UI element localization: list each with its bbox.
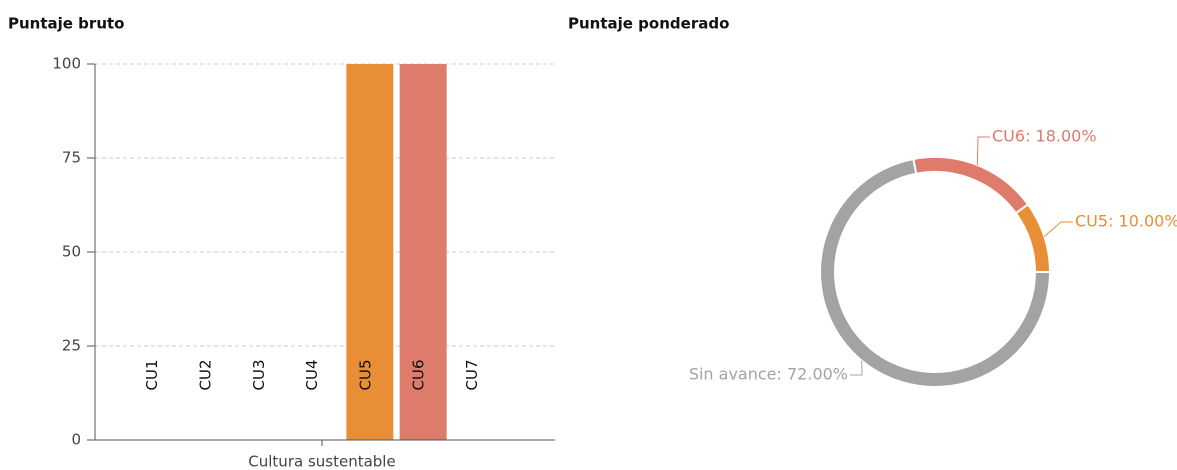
leader-line: [1044, 221, 1073, 237]
donut-slice: [912, 156, 1030, 215]
category-label: CU6: [410, 360, 428, 391]
donut-title: Puntaje ponderado: [568, 15, 729, 33]
category-label: CU4: [303, 360, 321, 391]
leader-line: [850, 360, 863, 376]
slice-label: CU5: 10.00%: [1075, 212, 1177, 231]
leader-line: [976, 136, 990, 166]
y-tick-label: 75: [62, 149, 81, 167]
slice-label: Sin avance: 72.00%: [689, 365, 848, 384]
y-tick-label: 50: [62, 243, 81, 261]
category-label: CU5: [356, 360, 374, 391]
bar: [346, 64, 394, 440]
donut-slice: [1014, 203, 1052, 273]
y-tick-label: 25: [62, 337, 81, 355]
category-label: CU2: [196, 360, 214, 391]
x-axis-label: Cultura sustentable: [248, 453, 395, 470]
category-label: CU1: [143, 360, 161, 391]
bar: [399, 64, 447, 440]
y-tick-label: 0: [71, 431, 81, 449]
category-label: CU3: [250, 360, 268, 391]
bar-title: Puntaje bruto: [8, 15, 124, 33]
slice-label: CU6: 18.00%: [992, 127, 1097, 146]
category-label: CU7: [463, 360, 481, 391]
y-tick-label: 100: [52, 55, 81, 73]
